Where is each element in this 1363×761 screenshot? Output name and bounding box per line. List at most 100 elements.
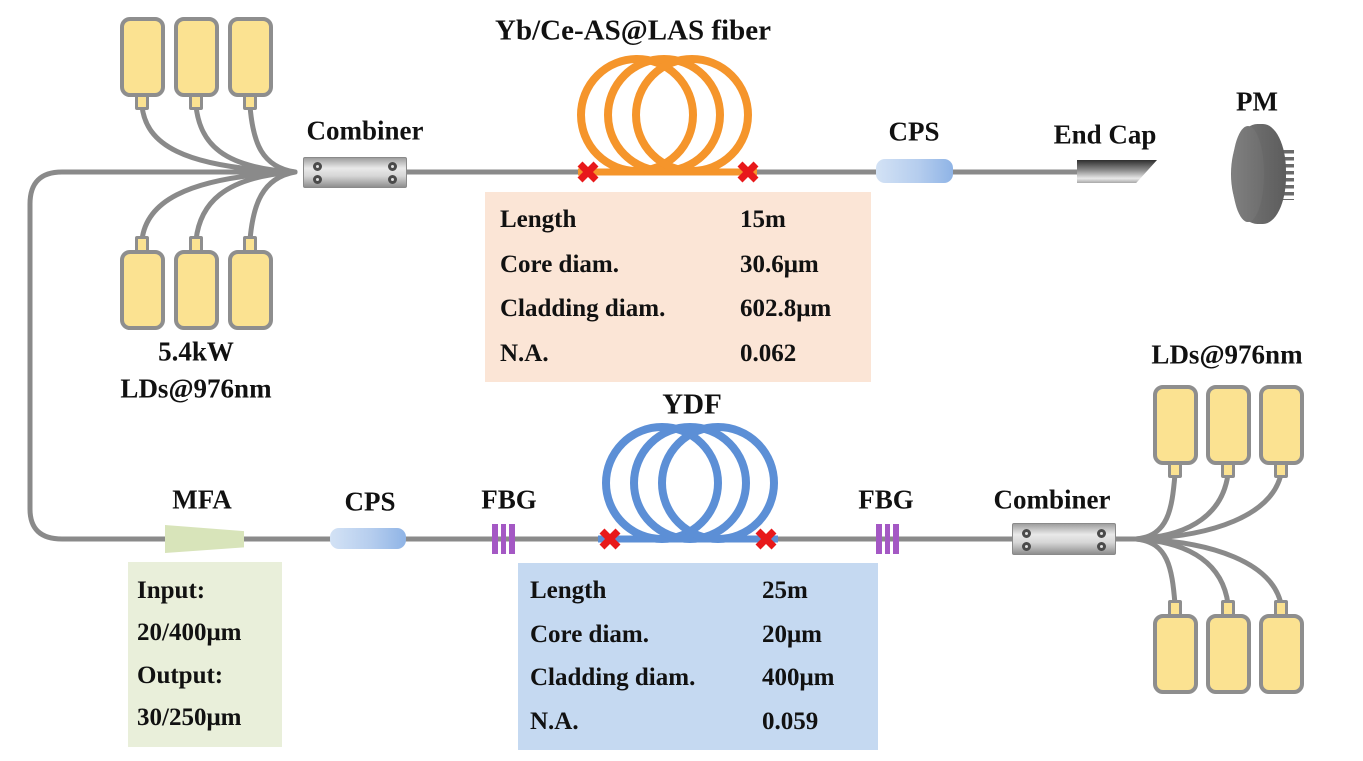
power-meter-face bbox=[1232, 126, 1264, 222]
signal-feed-fiber bbox=[27, 169, 296, 542]
table-row: Length 25m bbox=[518, 569, 878, 613]
pump-fiber bbox=[1133, 536, 1284, 607]
grating-bar-icon bbox=[876, 524, 882, 554]
mfa-spec-line: Output: bbox=[137, 661, 224, 689]
spec-value: 602.8μm bbox=[740, 295, 832, 323]
oscillator-pump-fibers bbox=[1133, 471, 1284, 607]
spec-label: Length bbox=[500, 206, 577, 234]
spec-value: 25m bbox=[762, 576, 808, 604]
spec-label: N.A. bbox=[500, 339, 549, 367]
pump-fiber bbox=[1133, 471, 1178, 542]
screw-icon bbox=[388, 175, 397, 184]
pump-combiner bbox=[303, 157, 407, 188]
fbg-label: FBG bbox=[858, 484, 914, 515]
table-row: Core diam. 20μm bbox=[518, 613, 878, 657]
end-cap-label: End Cap bbox=[1053, 119, 1157, 150]
table-row: Core diam. 30.6μm bbox=[485, 243, 871, 288]
fiber-bragg-grating bbox=[492, 524, 515, 554]
combiner-label: Combiner bbox=[306, 115, 424, 146]
gain-fiber-loop bbox=[577, 55, 697, 175]
mfa-spec-line: Input: bbox=[137, 577, 206, 605]
splice-marks bbox=[577, 161, 777, 550]
pump-diodes-label: LDs@976nm bbox=[1151, 339, 1303, 370]
spec-label: Cladding diam. bbox=[500, 295, 666, 323]
splice-x-icon bbox=[737, 161, 759, 183]
screw-icon bbox=[313, 175, 322, 184]
ydf-title: YDF bbox=[662, 388, 722, 421]
spec-value: 0.062 bbox=[740, 339, 797, 367]
mfa-label: MFA bbox=[172, 484, 232, 515]
pump-fiber bbox=[193, 169, 298, 243]
screw-icon bbox=[313, 162, 322, 171]
screw-icon bbox=[388, 162, 397, 171]
screw-icon bbox=[1097, 529, 1106, 538]
pump-fiber bbox=[193, 103, 298, 175]
mfa-spec-line: 30/250μm bbox=[137, 703, 242, 731]
laser-diode bbox=[1153, 614, 1198, 694]
spec-label: Core diam. bbox=[530, 620, 649, 648]
ydf-loop bbox=[602, 423, 722, 543]
screw-icon bbox=[1022, 542, 1031, 551]
table-row: N.A. 0.062 bbox=[485, 332, 871, 377]
ydf-loop bbox=[658, 423, 778, 543]
grating-bar-icon bbox=[509, 524, 515, 554]
grating-bar-icon bbox=[893, 524, 899, 554]
cladding-power-stripper bbox=[876, 159, 953, 183]
laser-diode bbox=[1206, 385, 1251, 465]
table-row: Cladding diam. 400μm bbox=[518, 657, 878, 701]
pump-fiber bbox=[247, 169, 298, 243]
gain-fiber-loop bbox=[632, 55, 752, 175]
power-meter-label: PM bbox=[1236, 86, 1278, 117]
splice-x-icon bbox=[755, 528, 777, 550]
splice-x-icon bbox=[599, 528, 621, 550]
laser-diode bbox=[228, 17, 273, 97]
table-row: Length 15m bbox=[485, 198, 871, 243]
pump-fiber bbox=[1133, 536, 1178, 607]
ydf-loop bbox=[630, 423, 750, 543]
combiner-label: Combiner bbox=[993, 484, 1111, 515]
spec-value: 15m bbox=[740, 206, 786, 234]
pump-fiber bbox=[139, 169, 298, 243]
pump-power-label: 5.4kW bbox=[158, 336, 234, 367]
grating-bar-icon bbox=[884, 524, 890, 554]
cladding-power-stripper bbox=[330, 528, 406, 549]
fiber-bragg-grating bbox=[876, 524, 899, 554]
gain-fiber-coil bbox=[577, 55, 757, 176]
laser-diode bbox=[174, 250, 219, 330]
laser-diode bbox=[1153, 385, 1198, 465]
spec-label: Cladding diam. bbox=[530, 664, 696, 692]
spec-label: N.A. bbox=[530, 708, 579, 736]
spec-label: Core diam. bbox=[500, 250, 619, 278]
laser-diode bbox=[228, 250, 273, 330]
grating-bar-icon bbox=[492, 524, 498, 554]
pump-diodes-label: LDs@976nm bbox=[120, 373, 272, 404]
gain-fiber-loop bbox=[604, 55, 724, 175]
mfa-spec-line: 20/400μm bbox=[137, 619, 242, 647]
spec-value: 30.6μm bbox=[740, 250, 819, 278]
mfa-spec-table: Input: 20/400μm Output: 30/250μm bbox=[128, 562, 282, 747]
laser-diode bbox=[1206, 614, 1251, 694]
amplifier-pump-fibers bbox=[139, 103, 298, 243]
pump-combiner bbox=[1012, 523, 1116, 555]
cps-label: CPS bbox=[344, 486, 396, 517]
gain-fiber-title: Yb/Ce-AS@LAS fiber bbox=[495, 14, 771, 47]
laser-diode bbox=[1259, 385, 1304, 465]
laser-diode bbox=[1259, 614, 1304, 694]
table-row: N.A. 0.059 bbox=[518, 700, 878, 744]
laser-diode bbox=[120, 250, 165, 330]
spec-value: 20μm bbox=[762, 620, 822, 648]
grating-bar-icon bbox=[500, 524, 506, 554]
spec-value: 0.059 bbox=[762, 708, 819, 736]
cps-label: CPS bbox=[888, 116, 940, 147]
laser-diode bbox=[120, 17, 165, 97]
end-cap bbox=[1077, 160, 1157, 183]
pump-fiber bbox=[247, 103, 298, 175]
spec-value: 400μm bbox=[762, 664, 835, 692]
screw-icon bbox=[1097, 542, 1106, 551]
screw-icon bbox=[1022, 529, 1031, 538]
splice-x-icon bbox=[577, 161, 599, 183]
ydf-coil bbox=[598, 423, 778, 543]
fbg-label: FBG bbox=[481, 484, 537, 515]
ydf-spec-table: Length 25m Core diam. 20μm Cladding diam… bbox=[518, 563, 878, 750]
